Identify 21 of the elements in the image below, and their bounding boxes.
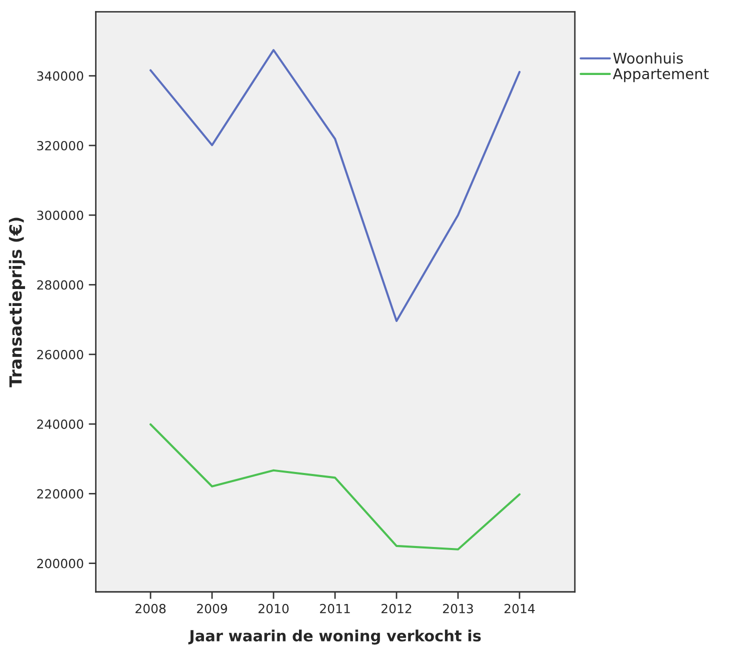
y-tick-label: 320000 bbox=[37, 140, 84, 150]
y-tick-label: 280000 bbox=[37, 280, 84, 290]
y-axis-title: Transactieprijs (€) bbox=[8, 218, 26, 388]
y-tick-label: 340000 bbox=[37, 71, 84, 81]
line-series bbox=[149, 49, 521, 322]
y-tick-label: 260000 bbox=[37, 350, 84, 360]
x-tick-label: 2010 bbox=[258, 604, 289, 614]
line-series bbox=[149, 423, 521, 550]
x-tick-label: 2014 bbox=[504, 604, 535, 614]
y-tick-label: 200000 bbox=[37, 558, 84, 568]
legend-label: Woonhuis bbox=[613, 52, 683, 64]
x-tick-label: 2012 bbox=[382, 604, 412, 614]
x-tick-label: 2008 bbox=[136, 604, 166, 614]
y-tick-label: 220000 bbox=[37, 489, 84, 499]
legend-label: Appartement bbox=[612, 68, 709, 82]
y-tick-label: 300000 bbox=[37, 210, 84, 220]
x-tick-label: 2009 bbox=[197, 604, 228, 614]
x-tick-label: 2011 bbox=[320, 604, 350, 614]
x-tick-label: 2013 bbox=[443, 604, 473, 614]
x-axis-title: Jaar waarin de woning verkocht is bbox=[188, 630, 481, 645]
y-tick-label: 240000 bbox=[37, 420, 84, 429]
